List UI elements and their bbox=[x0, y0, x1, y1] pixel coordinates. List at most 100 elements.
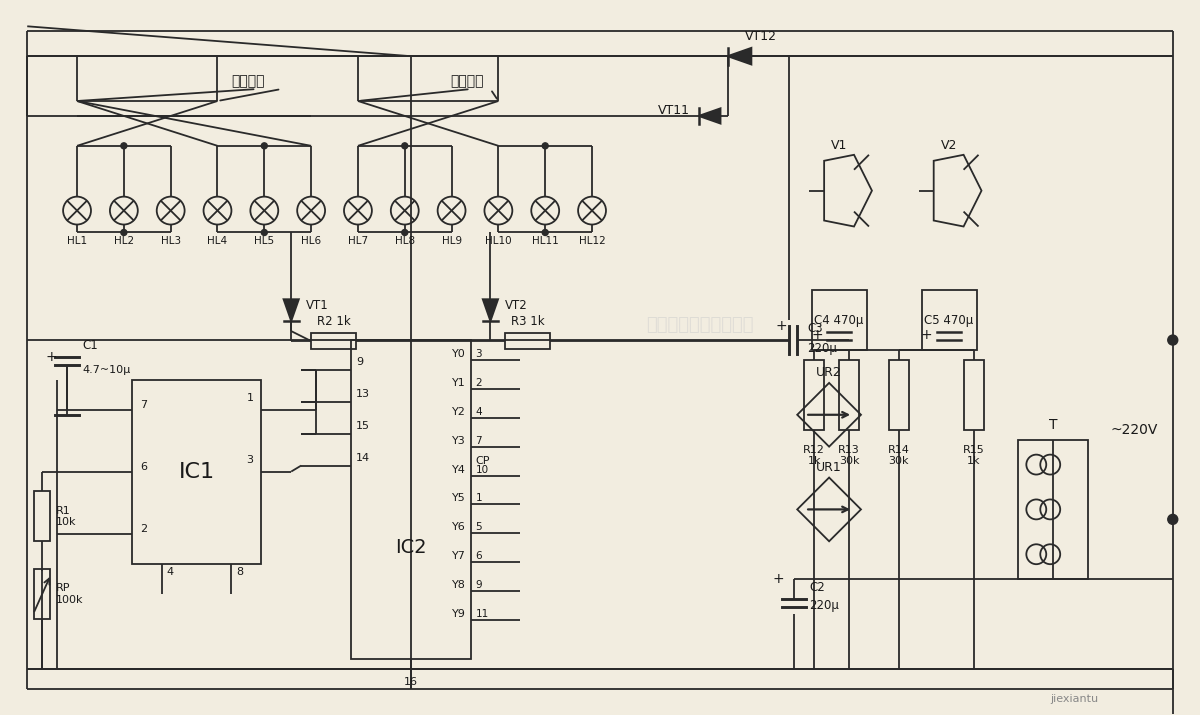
Text: C1: C1 bbox=[82, 338, 97, 352]
Text: Y8: Y8 bbox=[451, 580, 466, 590]
Text: Y3: Y3 bbox=[451, 435, 466, 445]
Bar bbox=[839, 360, 859, 430]
Text: 7: 7 bbox=[475, 435, 482, 445]
Text: V1: V1 bbox=[830, 139, 847, 152]
Text: HL5: HL5 bbox=[254, 237, 275, 247]
Text: 15: 15 bbox=[356, 420, 370, 430]
Bar bbox=[889, 360, 908, 430]
Text: UR1: UR1 bbox=[816, 461, 842, 474]
Text: Y7: Y7 bbox=[451, 551, 466, 561]
Text: 绿色彩灯: 绿色彩灯 bbox=[450, 74, 484, 88]
Text: 220μ: 220μ bbox=[808, 342, 838, 355]
Text: C2: C2 bbox=[809, 581, 824, 593]
Text: HL9: HL9 bbox=[442, 237, 462, 247]
Text: 4: 4 bbox=[475, 407, 482, 417]
Text: R13
30k: R13 30k bbox=[838, 445, 860, 466]
Circle shape bbox=[1168, 514, 1177, 524]
Bar bbox=[350, 340, 470, 659]
Circle shape bbox=[542, 230, 548, 235]
Polygon shape bbox=[727, 48, 751, 64]
Text: 5: 5 bbox=[475, 523, 482, 533]
Text: +: + bbox=[811, 328, 823, 342]
Text: 3: 3 bbox=[475, 349, 482, 359]
Text: HL12: HL12 bbox=[578, 237, 606, 247]
Text: Y1: Y1 bbox=[451, 378, 466, 388]
Text: 6: 6 bbox=[475, 551, 482, 561]
Text: Y0: Y0 bbox=[451, 349, 466, 359]
Text: 13: 13 bbox=[356, 389, 370, 399]
Text: VT2: VT2 bbox=[505, 299, 528, 312]
Text: Y6: Y6 bbox=[451, 523, 466, 533]
Text: 14: 14 bbox=[356, 453, 370, 463]
Text: 9: 9 bbox=[356, 357, 364, 367]
Text: RP
100k: RP 100k bbox=[56, 583, 84, 605]
Text: 2: 2 bbox=[475, 378, 482, 388]
Text: 7: 7 bbox=[139, 400, 146, 410]
Text: 8: 8 bbox=[236, 567, 244, 577]
Polygon shape bbox=[482, 299, 498, 321]
Circle shape bbox=[1168, 335, 1177, 345]
Text: 红色彩灯: 红色彩灯 bbox=[232, 74, 265, 88]
Text: 10: 10 bbox=[475, 465, 488, 475]
Text: C3: C3 bbox=[808, 322, 823, 335]
Text: HL11: HL11 bbox=[532, 237, 558, 247]
Bar bbox=[505, 333, 550, 349]
Text: T: T bbox=[1049, 418, 1057, 432]
Bar bbox=[35, 491, 50, 541]
Text: HL4: HL4 bbox=[208, 237, 228, 247]
Bar bbox=[311, 333, 356, 349]
Text: HL10: HL10 bbox=[485, 237, 511, 247]
Text: 1: 1 bbox=[475, 493, 482, 503]
Text: +: + bbox=[773, 572, 784, 586]
Text: IC1: IC1 bbox=[179, 462, 215, 482]
Text: R14
30k: R14 30k bbox=[888, 445, 910, 466]
Bar bbox=[804, 360, 824, 430]
Text: C5 470μ: C5 470μ bbox=[924, 314, 973, 327]
Text: R2 1k: R2 1k bbox=[317, 315, 350, 327]
Bar bbox=[964, 360, 984, 430]
Text: 4: 4 bbox=[167, 567, 174, 577]
Text: Y2: Y2 bbox=[451, 407, 466, 417]
Text: R3 1k: R3 1k bbox=[511, 315, 545, 327]
Circle shape bbox=[121, 230, 127, 235]
Text: V2: V2 bbox=[941, 139, 956, 152]
Text: 3: 3 bbox=[246, 455, 253, 465]
Bar bbox=[132, 380, 262, 564]
Text: 4.7~10μ: 4.7~10μ bbox=[82, 365, 131, 375]
Text: 杭州将睿科技有限公司: 杭州将睿科技有限公司 bbox=[646, 316, 754, 334]
Circle shape bbox=[402, 143, 408, 149]
Text: +: + bbox=[775, 319, 787, 333]
Text: 6: 6 bbox=[139, 462, 146, 472]
Text: ~220V: ~220V bbox=[1110, 423, 1158, 437]
Text: HL8: HL8 bbox=[395, 237, 415, 247]
Text: 16: 16 bbox=[403, 677, 418, 686]
Bar bbox=[35, 569, 50, 619]
Text: Y9: Y9 bbox=[451, 609, 466, 619]
Bar bbox=[922, 290, 977, 350]
Circle shape bbox=[402, 230, 408, 235]
Polygon shape bbox=[283, 299, 299, 321]
Text: 1: 1 bbox=[246, 393, 253, 403]
Text: +: + bbox=[46, 350, 56, 364]
Text: R15
1k: R15 1k bbox=[962, 445, 984, 466]
Text: Y5: Y5 bbox=[451, 493, 466, 503]
Text: HL6: HL6 bbox=[301, 237, 322, 247]
Text: HL7: HL7 bbox=[348, 237, 368, 247]
Text: Y4: Y4 bbox=[451, 465, 466, 475]
Circle shape bbox=[262, 230, 268, 235]
Circle shape bbox=[121, 143, 127, 149]
Text: HL2: HL2 bbox=[114, 237, 134, 247]
Text: HL1: HL1 bbox=[67, 237, 88, 247]
Bar bbox=[812, 290, 866, 350]
Text: HL3: HL3 bbox=[161, 237, 181, 247]
Text: 11: 11 bbox=[475, 609, 488, 619]
Text: IC2: IC2 bbox=[395, 538, 426, 557]
Text: R1
10k: R1 10k bbox=[56, 506, 77, 527]
Text: 2: 2 bbox=[139, 524, 146, 534]
Text: R12
1k: R12 1k bbox=[803, 445, 826, 466]
Text: UR2: UR2 bbox=[816, 367, 842, 380]
Text: +: + bbox=[920, 328, 932, 342]
Circle shape bbox=[542, 143, 548, 149]
Circle shape bbox=[262, 143, 268, 149]
Text: 220μ: 220μ bbox=[809, 598, 839, 611]
